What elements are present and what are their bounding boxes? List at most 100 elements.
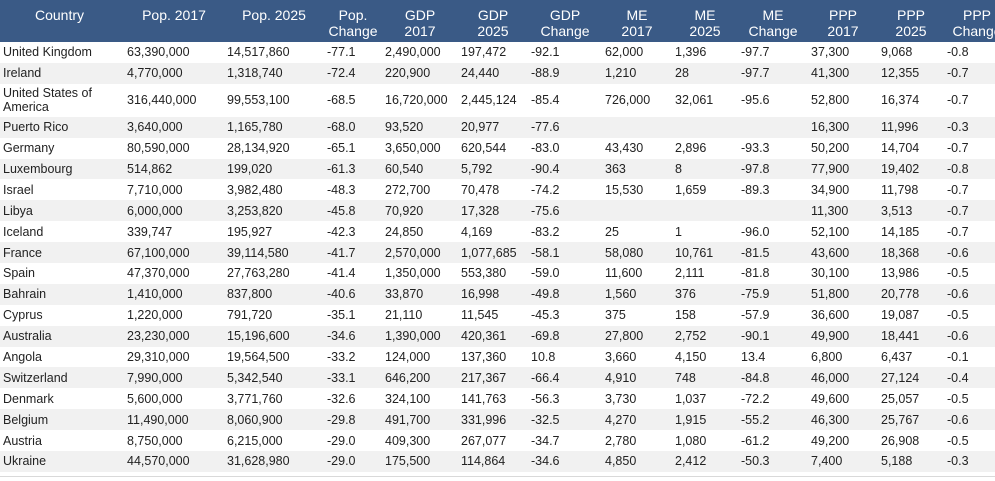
value-cell: 4,150: [675, 350, 707, 365]
value-cell: -29.0: [327, 454, 356, 469]
table-row[interactable]: Libya 6,000,000 3,253,820 -45.8 70,920 17,328…: [0, 200, 995, 222]
value-cell: -0.7: [947, 182, 969, 197]
value-cell: 14,185: [881, 224, 920, 239]
value-cell: 2,780: [605, 433, 637, 448]
value-cell: -0.8: [947, 162, 969, 176]
value-cell: -69.8: [531, 329, 560, 344]
value-cell: -89.3: [741, 182, 770, 197]
value-cell: 63,390,000: [127, 45, 190, 60]
value-cell: -0.7: [947, 203, 969, 218]
column-header[interactable]: Country: [35, 7, 85, 23]
value-cell: 52,800: [811, 93, 850, 108]
value-cell: 28: [675, 66, 689, 81]
value-cell: 3,253,820: [227, 203, 283, 218]
country-cell: Israel: [3, 182, 34, 197]
value-cell: 18,368: [881, 245, 920, 260]
table-row[interactable]: United Kingdom 63,390,000 14,517,860 -77.1 2…: [0, 42, 995, 63]
table-row[interactable]: Denmark 5,600,000 3,771,760 -32.6 324,100 141…: [0, 388, 995, 410]
value-cell: 17,328: [461, 203, 500, 218]
table-row[interactable]: Australia 23,230,000 15,196,600 -34.6 1,390,…: [0, 325, 995, 347]
value-cell: 20,778: [881, 287, 920, 302]
value-cell: -61.3: [327, 162, 356, 176]
value-cell: 620,544: [461, 141, 507, 156]
value-cell: 27,763,280: [227, 266, 290, 281]
table-row[interactable]: Iceland 339,747 195,927 -42.3 24,850 4,169 -83…: [0, 221, 995, 243]
table-row[interactable]: Luxembourg 514,862 199,020 -61.3 60,540 5,792…: [0, 158, 995, 180]
value-cell: -56.3: [531, 391, 560, 406]
table-row[interactable]: Ukraine 44,570,000 31,628,980 -29.0 175,500 1…: [0, 451, 995, 472]
value-cell: 25: [605, 224, 619, 239]
column-header[interactable]: ME 2025: [689, 7, 721, 39]
table-row[interactable]: Belgium 11,490,000 8,060,900 -29.8 491,700 33…: [0, 409, 995, 431]
value-cell: 1,037: [675, 391, 707, 406]
value-cell: 748: [675, 370, 696, 385]
table-row[interactable]: Israel 7,710,000 3,982,480 -48.3 272,700 70,4…: [0, 179, 995, 201]
column-header[interactable]: PPP Change: [952, 7, 995, 39]
table-row[interactable]: Bahrain 1,410,000 837,800 -40.6 33,870 16,998…: [0, 283, 995, 305]
table-row[interactable]: Germany 80,590,000 28,134,920 -65.1 3,650,00…: [0, 137, 995, 159]
country-cell: Belgium: [3, 412, 49, 427]
value-cell: -33.1: [327, 370, 356, 385]
column-header[interactable]: Pop. Change: [328, 7, 378, 39]
value-cell: -95.6: [741, 93, 770, 108]
column-header[interactable]: GDP 2025: [477, 7, 509, 39]
value-cell: 1,390,000: [385, 329, 441, 344]
country-cell: France: [3, 245, 42, 260]
value-cell: -35.1: [327, 308, 356, 323]
value-cell: 11,545: [461, 308, 499, 323]
column-header[interactable]: GDP Change: [540, 7, 590, 39]
value-cell: 1,350,000: [385, 266, 441, 281]
value-cell: 217,367: [461, 370, 507, 385]
value-cell: 37,300: [811, 45, 850, 60]
value-cell: 47,370,000: [127, 266, 190, 281]
value-cell: 3,640,000: [127, 120, 183, 135]
column-header[interactable]: ME Change: [748, 7, 798, 39]
value-cell: 41,300: [811, 66, 850, 81]
value-cell: -75.9: [741, 287, 770, 302]
value-cell: 58,080: [605, 245, 644, 260]
value-cell: -0.7: [947, 141, 969, 156]
table-row[interactable]: United States of America 316,440,000 99,55…: [0, 83, 995, 117]
value-cell: 8,750,000: [127, 433, 183, 448]
value-cell: -96.0: [741, 224, 770, 239]
value-cell: -0.7: [947, 224, 969, 239]
value-cell: 4,910: [605, 370, 637, 385]
table-row[interactable]: Switzerland 7,990,000 5,342,540 -33.1 646,20…: [0, 367, 995, 389]
country-cell: United Kingdom: [3, 45, 92, 60]
value-cell: -42.3: [327, 224, 356, 239]
value-cell: 5,342,540: [227, 370, 283, 385]
value-cell: 1: [675, 224, 682, 239]
value-cell: 4,270: [605, 412, 637, 427]
value-cell: -0.8: [947, 45, 969, 60]
table-row[interactable]: Angola 29,310,000 19,564,500 -33.2 124,000 13…: [0, 346, 995, 368]
value-cell: 1,080: [675, 433, 707, 448]
value-cell: 60,540: [385, 162, 424, 176]
value-cell: 13,986: [881, 266, 920, 281]
value-cell: -77.1: [327, 45, 356, 60]
table-row[interactable]: France 67,100,000 39,114,580 -41.7 2,570,000…: [0, 242, 995, 264]
value-cell: [602, 117, 672, 138]
value-cell: -0.4: [947, 370, 969, 385]
table-bottom-border: [0, 476, 995, 477]
value-cell: 2,490,000: [385, 45, 441, 60]
value-cell: 27,124: [881, 370, 920, 385]
value-cell: 1,165,780: [227, 120, 283, 135]
column-header[interactable]: ME 2017: [621, 7, 653, 39]
value-cell: -48.3: [327, 182, 356, 197]
table-row[interactable]: Cyprus 1,220,000 791,720 -35.1 21,110 11,545 -…: [0, 304, 995, 326]
column-header[interactable]: Pop. 2025: [242, 7, 306, 23]
value-cell: -75.6: [531, 203, 560, 218]
column-header[interactable]: Pop. 2017: [142, 7, 206, 23]
column-header[interactable]: PPP 2017: [827, 7, 859, 39]
table-row[interactable]: Puerto Rico 3,640,000 1,165,780 -68.0 93,520…: [0, 116, 995, 138]
value-cell: -41.7: [327, 245, 356, 260]
column-header[interactable]: GDP 2017: [404, 7, 436, 39]
value-cell: 2,752: [675, 329, 707, 344]
table-row[interactable]: Austria 8,750,000 6,215,000 -29.0 409,300 267…: [0, 430, 995, 452]
table-row[interactable]: Spain 47,370,000 27,763,280 -41.4 1,350,000 5…: [0, 263, 995, 284]
table-row[interactable]: Ireland 4,770,000 1,318,740 -72.4 220,900 24,…: [0, 62, 995, 84]
value-cell: 6,800: [811, 350, 843, 365]
table-body: United Kingdom 63,390,000 14,517,860 -77.1 2…: [0, 42, 995, 472]
column-header[interactable]: PPP 2025: [895, 7, 927, 39]
